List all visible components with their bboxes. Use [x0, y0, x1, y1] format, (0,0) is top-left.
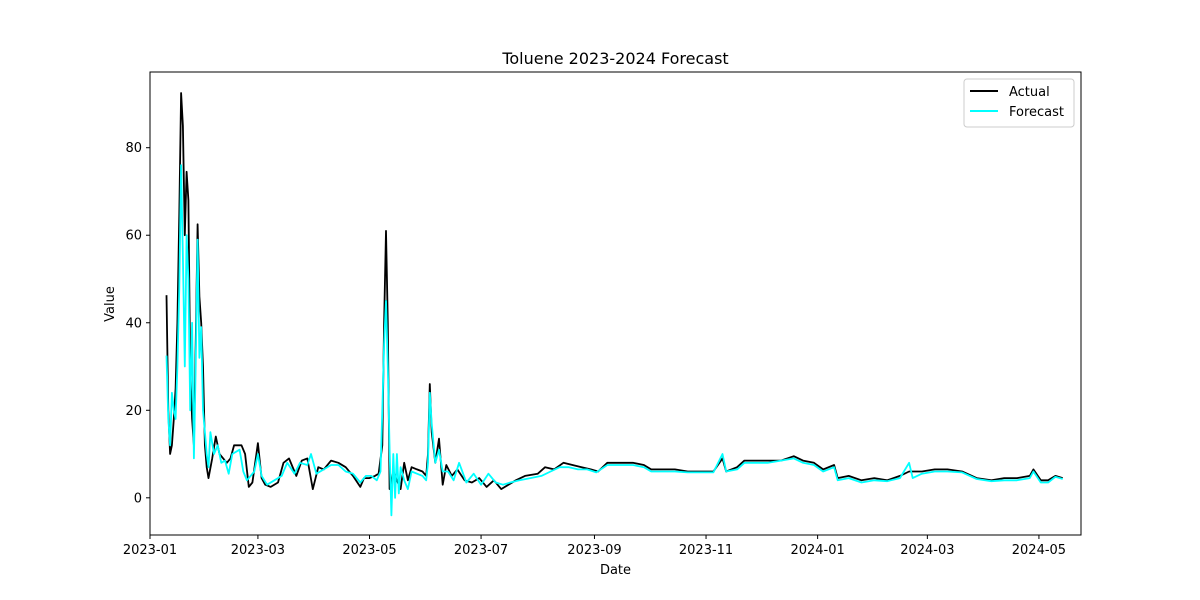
y-axis-label: Value: [103, 286, 118, 322]
x-tick-label: 2024-03: [900, 543, 954, 558]
x-tick-label: 2023-07: [454, 543, 508, 558]
x-tick-label: 2024-01: [790, 543, 844, 558]
plot-area-frame: [149, 71, 1082, 536]
y-tick-label: 80: [125, 141, 142, 156]
x-axis-label: Date: [600, 563, 631, 578]
chart-title: Toluene 2023-2024 Forecast: [501, 49, 728, 68]
legend: Actual Forecast: [963, 78, 1075, 128]
x-tick-label: 2023-09: [567, 543, 621, 558]
y-tick-label: 40: [125, 316, 142, 331]
series-line-actual: [165, 92, 1063, 490]
legend-label-actual: Actual: [1009, 85, 1050, 100]
x-tick-label: 2023-01: [123, 543, 177, 558]
x-tick-label: 2023-03: [231, 543, 285, 558]
x-tick-label: 2024-05: [1012, 543, 1066, 558]
legend-label-forecast: Forecast: [1009, 105, 1064, 120]
x-axis: 2023-01 2023-03 2023-05 2023-07 2023-09 2023-…: [123, 535, 1066, 558]
y-tick-label: 0: [134, 491, 142, 506]
series-line-forecast: [165, 164, 1063, 517]
x-tick-label: 2023-05: [342, 543, 396, 558]
x-tick-label: 2023-11: [679, 543, 733, 558]
y-tick-label: 20: [125, 404, 142, 419]
y-axis: 0 20 40 60 80: [125, 141, 150, 506]
y-tick-label: 60: [125, 229, 142, 244]
